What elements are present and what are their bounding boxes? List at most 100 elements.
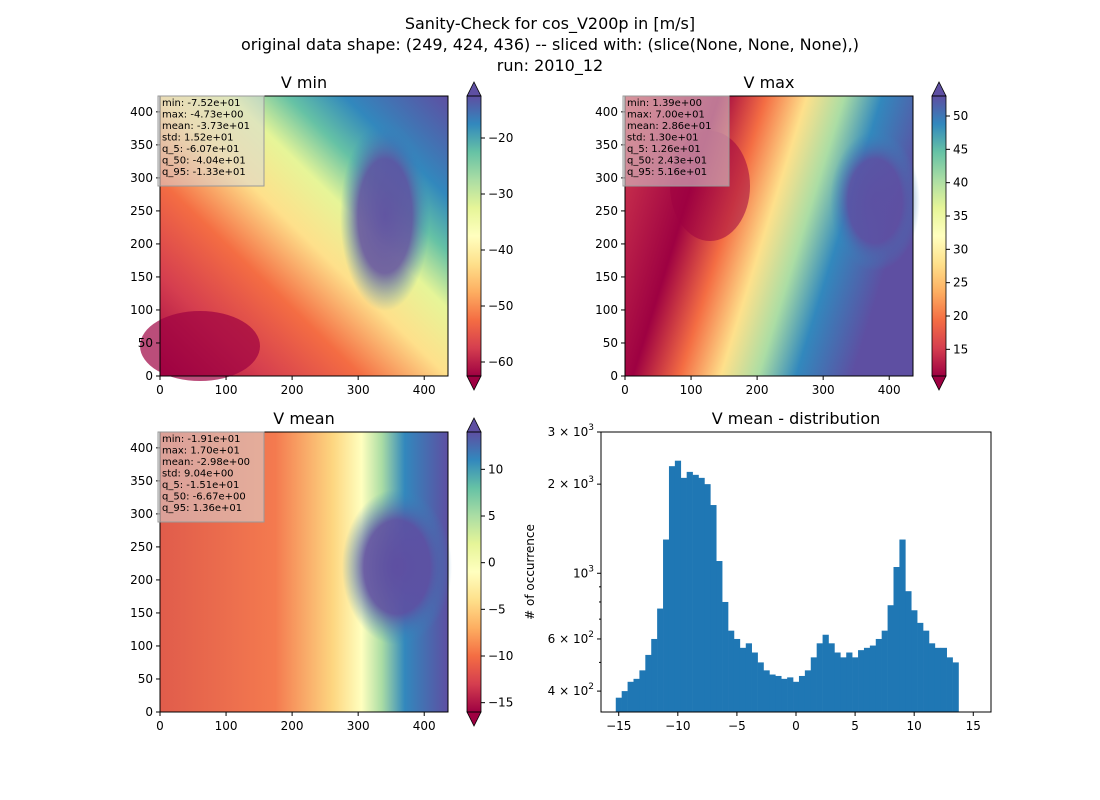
- x-tick-label: 300: [347, 383, 370, 397]
- histogram-bar: [911, 610, 918, 712]
- y-tick-label: 200: [130, 573, 153, 587]
- stats-line: q_50: 2.43e+01: [627, 156, 707, 167]
- histogram-bar: [923, 630, 930, 712]
- panel-title: V max: [744, 73, 795, 92]
- colorbar-extend-max: [466, 417, 482, 433]
- colorbar-tick-label: 20: [953, 309, 968, 323]
- histogram-bar: [739, 647, 747, 712]
- heatmap-blob: [140, 311, 260, 381]
- colorbar-tick-label: 40: [953, 176, 968, 190]
- x-tick-label: 0: [156, 383, 164, 397]
- histogram-bar: [934, 647, 942, 712]
- stats-line: mean: -2.98e+00: [162, 457, 250, 468]
- y-tick-label: 6 × 102: [548, 630, 594, 646]
- histogram-bar: [852, 657, 859, 712]
- y-tick-label: 250: [130, 540, 153, 554]
- colorbar-tick-label: 25: [953, 276, 968, 290]
- y-tick-label: 300: [130, 507, 153, 521]
- colorbar-frame: [466, 95, 482, 377]
- y-tick-label: 350: [130, 474, 153, 488]
- stats-line: std: 9.04e+00: [162, 469, 234, 480]
- x-tick-label: 300: [347, 719, 370, 733]
- y-tick-label: 200: [595, 237, 618, 251]
- colorbar-frame: [466, 431, 482, 713]
- y-tick-label: 103: [573, 564, 594, 580]
- y-tick-label: 0: [145, 705, 153, 719]
- x-tick-label: 200: [281, 719, 304, 733]
- figure-title-line-2: original data shape: (249, 424, 436) -- …: [241, 35, 859, 54]
- stats-line: max: 7.00e+01: [627, 110, 705, 121]
- x-tick-label: 200: [746, 383, 769, 397]
- colorbar-tick-label: −10: [488, 649, 513, 663]
- heatmap-panel-1: V min 0 100 200 300 400 0 50 100 150 200 250 300 350 4…: [130, 73, 449, 397]
- histogram-bar: [733, 638, 741, 712]
- histogram-bar: [722, 601, 729, 712]
- stats-box-frame: [157, 95, 265, 187]
- stats-line: q_5: 1.26e+01: [627, 144, 701, 155]
- x-tick-label: 0: [621, 383, 629, 397]
- histogram-bar: [928, 643, 936, 712]
- histogram-bar: [816, 643, 823, 712]
- colorbar-tick-label: −15: [488, 696, 513, 710]
- histogram-title: V mean - distribution: [712, 409, 881, 428]
- histogram-bar: [881, 630, 888, 712]
- x-tick-label: 5: [851, 719, 859, 733]
- stats-box-frame: [622, 95, 730, 187]
- stats-line: q_50: -4.04e+01: [162, 156, 246, 167]
- histogram-bar: [710, 505, 717, 712]
- x-tick-label: 200: [281, 383, 304, 397]
- colorbar-tick-label: 35: [953, 209, 968, 223]
- stats-line: max: 1.70e+01: [162, 446, 240, 457]
- histogram-bar: [728, 630, 735, 712]
- histogram-bar: [834, 652, 841, 712]
- colorbar-tick-label: 50: [953, 109, 968, 123]
- histogram-bar: [828, 643, 835, 712]
- y-tick-label: 2 × 103: [548, 475, 594, 491]
- x-tick-label: 100: [215, 719, 238, 733]
- y-tick-label: 400: [595, 105, 618, 119]
- y-tick-label: 400: [130, 105, 153, 119]
- stats-line: q_95: 5.16e+01: [627, 167, 707, 178]
- histogram-bar: [899, 539, 906, 712]
- histogram-bar: [840, 657, 847, 712]
- histogram-bar: [905, 591, 912, 712]
- y-tick-label: 350: [595, 138, 618, 152]
- histogram-bar: [863, 647, 871, 712]
- histogram-bar: [810, 657, 817, 712]
- x-tick-label: 10: [907, 719, 922, 733]
- y-tick-label: 350: [130, 138, 153, 152]
- histogram-ylabel: # of occurrence: [523, 524, 537, 620]
- colorbar-extend-min: [466, 375, 482, 391]
- histogram-bar: [887, 605, 894, 712]
- colorbar-tick-label: 15: [953, 342, 968, 356]
- histogram-bar: [615, 697, 622, 712]
- colorbar-tick-label: −60: [488, 355, 513, 369]
- y-tick-label: 300: [595, 171, 618, 185]
- histogram-bar: [663, 539, 670, 712]
- histogram-bar: [769, 674, 776, 712]
- stats-line: q_5: -6.07e+01: [162, 144, 239, 155]
- colorbar-extend-max: [931, 81, 947, 97]
- histogram-bar: [645, 654, 652, 712]
- histogram-bar: [745, 643, 752, 712]
- stats-line: min: -7.52e+01: [162, 98, 241, 109]
- x-tick-label: 400: [878, 383, 901, 397]
- histogram-bar: [822, 634, 829, 712]
- y-tick-label: 250: [130, 204, 153, 218]
- histogram-bar: [781, 678, 788, 712]
- x-tick-label: −15: [606, 719, 631, 733]
- y-tick-label: 100: [130, 303, 153, 317]
- histogram-bar: [692, 474, 699, 712]
- colorbar-tick-label: 10: [488, 462, 503, 476]
- y-tick-label: 0: [610, 369, 618, 383]
- y-tick-label: 100: [130, 639, 153, 653]
- histogram-bar: [716, 561, 723, 712]
- stats-line: mean: 2.86e+01: [627, 121, 711, 132]
- histogram-bar: [787, 677, 794, 712]
- colorbar-tick-label: −30: [488, 187, 513, 201]
- histogram-bars: [615, 460, 959, 712]
- colorbar-body: [467, 96, 481, 376]
- y-tick-label: 50: [603, 336, 618, 350]
